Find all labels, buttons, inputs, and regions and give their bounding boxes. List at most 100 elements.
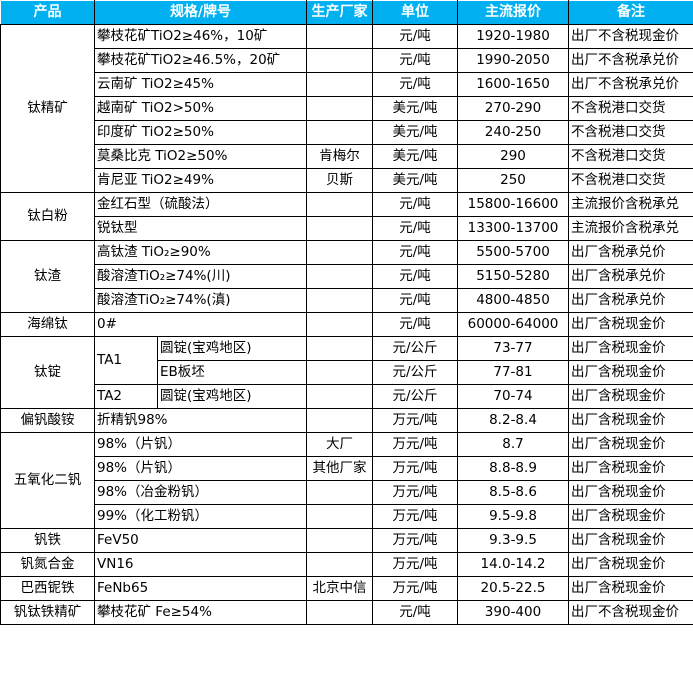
table-row: 钒铁 FeV50 万元/吨 9.3-9.5 出厂含税现金价 xyxy=(0,528,693,553)
note-cell: 主流报价含税承兑 xyxy=(568,216,693,241)
header-price: 主流报价 xyxy=(457,0,569,25)
note-cell: 出厂不含税承兑价 xyxy=(568,72,693,97)
price-cell: 70-74 xyxy=(457,384,569,409)
spec-cell: FeV50 xyxy=(94,528,307,553)
price-table: 产品 规格/牌号 生产厂家 单位 主流报价 备注 钛精矿 攀枝花矿TiO2≥46%… xyxy=(0,0,693,625)
unit-cell: 元/公斤 xyxy=(372,360,458,385)
header-maker: 生产厂家 xyxy=(306,0,373,25)
price-cell: 270-290 xyxy=(457,96,569,121)
note-cell: 出厂含税现金价 xyxy=(568,360,693,385)
maker-cell: 大厂 xyxy=(306,432,373,457)
price-cell: 77-81 xyxy=(457,360,569,385)
unit-cell: 万元/吨 xyxy=(372,432,458,457)
price-cell: 390-400 xyxy=(457,600,569,625)
spec-cell: 酸溶渣TiO₂≥74%(滇) xyxy=(94,288,307,313)
spec-cell: 圆锭(宝鸡地区) xyxy=(157,336,307,361)
table-row: 钛白粉 金红石型（硫酸法） 元/吨 15800-16600 主流报价含税承兑 xyxy=(0,192,693,241)
maker-cell xyxy=(306,336,373,361)
table-row: 酸溶渣TiO₂≥74%(滇) 元/吨 4800-4850 出厂含税承兑价 xyxy=(1,288,693,313)
spec-cell: 云南矿 TiO2≥45% xyxy=(94,72,307,97)
product-cell: 钛渣 xyxy=(0,240,95,313)
price-cell: 5500-5700 xyxy=(457,240,569,265)
header-unit: 单位 xyxy=(372,0,458,25)
spec-cell: 肯尼亚 TiO2≥49% xyxy=(94,168,307,193)
maker-cell xyxy=(306,600,373,625)
table-row: 印度矿 TiO2≥50% 美元/吨 240-250 不含税港口交货 xyxy=(1,120,693,145)
spec-cell: 高钛渣 TiO₂≥90% xyxy=(94,240,307,265)
maker-cell xyxy=(306,480,373,505)
header-note: 备注 xyxy=(568,0,693,25)
note-cell: 不含税港口交货 xyxy=(568,144,693,169)
note-cell: 主流报价含税承兑 xyxy=(568,192,693,217)
unit-cell: 元/公斤 xyxy=(372,384,458,409)
maker-cell: 贝斯 xyxy=(306,168,373,193)
spec-cell: FeNb65 xyxy=(94,576,307,601)
note-cell: 出厂含税现金价 xyxy=(568,456,693,481)
note-cell: 出厂不含税现金价 xyxy=(568,24,693,49)
spec-cell: 攀枝花矿 Fe≥54% xyxy=(94,600,307,625)
spec-cell: 锐钛型 xyxy=(94,216,307,241)
table-row: 肯尼亚 TiO2≥49% 贝斯 美元/吨 250 不含税港口交货 xyxy=(1,168,693,193)
table-row: 莫桑比克 TiO2≥50% 肯梅尔 美元/吨 290 不含税港口交货 xyxy=(1,144,693,169)
price-cell: 240-250 xyxy=(457,120,569,145)
unit-cell: 元/吨 xyxy=(372,288,458,313)
maker-cell xyxy=(306,384,373,409)
spec-cell: 0# xyxy=(94,312,307,337)
unit-cell: 美元/吨 xyxy=(372,144,458,169)
maker-cell xyxy=(306,264,373,289)
price-cell: 290 xyxy=(457,144,569,169)
price-cell: 13300-13700 xyxy=(457,216,569,241)
unit-cell: 万元/吨 xyxy=(372,504,458,529)
maker-cell xyxy=(306,192,373,217)
spec-cell: VN16 xyxy=(94,552,307,577)
note-cell: 不含税港口交货 xyxy=(568,168,693,193)
unit-cell: 万元/吨 xyxy=(372,528,458,553)
table-row: 钛渣 高钛渣 TiO₂≥90% 元/吨 5500-5700 出厂含税承兑价 xyxy=(0,240,693,313)
unit-cell: 万元/吨 xyxy=(372,456,458,481)
product-cell: 钛精矿 xyxy=(0,24,95,193)
product-cell: 钒铁 xyxy=(0,528,95,553)
price-cell: 60000-64000 xyxy=(457,312,569,337)
price-cell: 4800-4850 xyxy=(457,288,569,313)
table-row: 99%（化工粉钒） 万元/吨 9.5-9.8 出厂含税现金价 xyxy=(1,504,693,529)
unit-cell: 元/公斤 xyxy=(372,336,458,361)
table-row: 98%（冶金粉钒） 万元/吨 8.5-8.6 出厂含税现金价 xyxy=(1,480,693,505)
spec-cell: 98%（片钒） xyxy=(94,456,307,481)
spec-cell: 99%（化工粉钒） xyxy=(94,504,307,529)
product-cell: 海绵钛 xyxy=(0,312,95,337)
table-row: TA2 圆锭(宝鸡地区) 元/公斤 70-74 出厂含税现金价 xyxy=(1,384,693,409)
unit-cell: 元/吨 xyxy=(372,600,458,625)
unit-cell: 万元/吨 xyxy=(372,408,458,433)
note-cell: 出厂含税现金价 xyxy=(568,432,693,457)
unit-cell: 元/吨 xyxy=(372,240,458,265)
note-cell: 出厂含税现金价 xyxy=(568,480,693,505)
price-cell: 1600-1650 xyxy=(457,72,569,97)
spec-cell: 折精钒98% xyxy=(94,408,307,433)
note-cell: 出厂含税承兑价 xyxy=(568,240,693,265)
unit-cell: 元/吨 xyxy=(372,216,458,241)
maker-cell: 其他厂家 xyxy=(306,456,373,481)
spec-cell: 莫桑比克 TiO2≥50% xyxy=(94,144,307,169)
note-cell: 出厂不含税承兑价 xyxy=(568,48,693,73)
note-cell: 出厂含税现金价 xyxy=(568,384,693,409)
maker-cell xyxy=(306,240,373,265)
table-row: 锐钛型 元/吨 13300-13700 主流报价含税承兑 xyxy=(1,216,693,241)
table-row: 偏钒酸铵 折精钒98% 万元/吨 8.2-8.4 出厂含税现金价 xyxy=(0,408,693,433)
note-cell: 出厂不含税现金价 xyxy=(568,600,693,625)
unit-cell: 元/吨 xyxy=(372,312,458,337)
table-row: 钒氮合金 VN16 万元/吨 14.0-14.2 出厂含税现金价 xyxy=(0,552,693,577)
table-row: 钛锭 TA1 圆锭(宝鸡地区) 元/公斤 73-77 出厂含税现金价 xyxy=(0,336,693,409)
price-cell: 1920-1980 xyxy=(457,24,569,49)
price-cell: 8.5-8.6 xyxy=(457,480,569,505)
product-cell: 钛白粉 xyxy=(0,192,95,241)
price-cell: 1990-2050 xyxy=(457,48,569,73)
unit-cell: 万元/吨 xyxy=(372,552,458,577)
note-cell: 出厂含税现金价 xyxy=(568,312,693,337)
table-row: 云南矿 TiO2≥45% 元/吨 1600-1650 出厂不含税承兑价 xyxy=(1,72,693,97)
table-row: 攀枝花矿TiO2≥46.5%，20矿 元/吨 1990-2050 出厂不含税承兑价 xyxy=(1,48,693,73)
price-cell: 9.3-9.5 xyxy=(457,528,569,553)
price-cell: 20.5-22.5 xyxy=(457,576,569,601)
note-cell: 出厂含税现金价 xyxy=(568,576,693,601)
note-cell: 出厂含税现金价 xyxy=(568,336,693,361)
table-row: 越南矿 TiO2>50% 美元/吨 270-290 不含税港口交货 xyxy=(1,96,693,121)
